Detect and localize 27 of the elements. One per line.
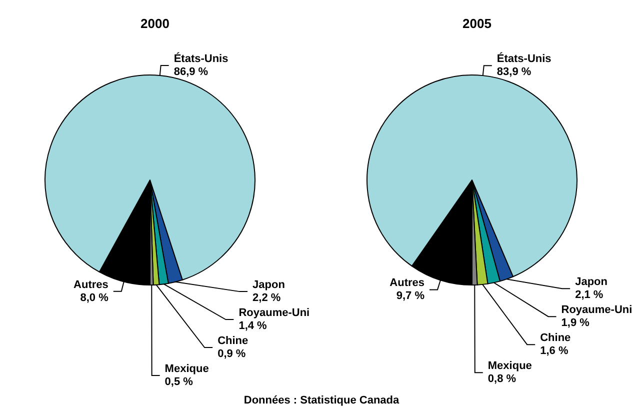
slice-label: Chine: [540, 332, 571, 344]
slice-label: Chine: [218, 335, 248, 348]
data-label: 1,4 %: [238, 320, 268, 332]
slice-label: Japon: [252, 279, 286, 292]
slice-label: États-Unis: [174, 52, 228, 66]
slice-label: États-Unis: [496, 52, 552, 66]
data-label: 0,5 %: [164, 376, 194, 388]
data-label: 1,9 %: [561, 317, 590, 330]
slice-label: Mexique: [488, 360, 532, 372]
data-label: 8,0 %: [80, 292, 109, 304]
chart-title: 2000: [140, 16, 170, 31]
data-label: 83,9 %: [496, 66, 532, 78]
text: Données : Statistique Canada: [244, 394, 400, 406]
slice-label: Autres: [390, 277, 424, 290]
slice-label: Royaume-Uni: [238, 307, 310, 320]
data-label: 1,6 %: [540, 345, 568, 358]
data-label: 0,8 %: [488, 373, 516, 386]
data-label: 86,9 %: [174, 66, 208, 78]
data-label: 0,9 %: [218, 348, 246, 360]
slice-label: Mexique: [164, 363, 209, 376]
chart-title: 2005: [462, 16, 492, 31]
slice-label: Autres: [74, 278, 108, 291]
data-label: 2,1 %: [575, 289, 604, 302]
slice-label: Royaume-Uni: [561, 304, 632, 316]
data-label: 2,2 %: [252, 292, 281, 304]
slice-label: Japon: [575, 276, 608, 288]
data-label: 9,7 %: [396, 290, 425, 302]
